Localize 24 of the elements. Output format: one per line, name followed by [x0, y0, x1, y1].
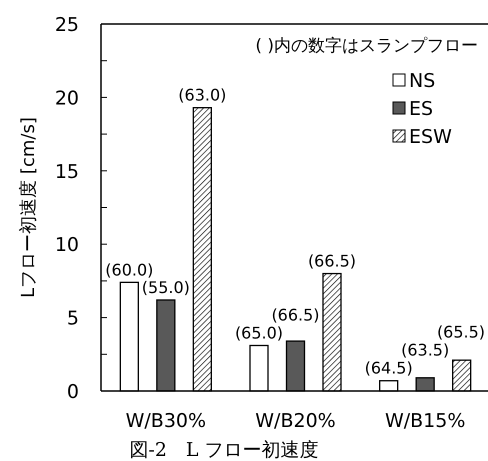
annotation: (63.5)	[401, 340, 450, 360]
y-tick-label: 25	[54, 14, 79, 36]
annotation: (66.5)	[308, 252, 356, 271]
y-axis-title: Lフロー初速度 [cm/s]	[18, 117, 39, 298]
x-tick-label: W/B20%	[255, 410, 336, 432]
text: 図-2 L フロー初速度	[129, 439, 319, 461]
y-tick-label: 10	[54, 234, 79, 256]
annotation: (64.5)	[364, 358, 413, 378]
annotation: ( )内の数字はスランプフロー	[255, 36, 478, 56]
annotation: (63.0)	[178, 86, 226, 105]
annotation: (60.0)	[105, 260, 154, 280]
annotation: (65.5)	[436, 322, 486, 342]
y-tick-label: 15	[54, 160, 79, 183]
annotation: (66.5)	[271, 305, 320, 324]
legend-label: ESW	[409, 126, 452, 148]
x-tick-label: W/B30%	[126, 410, 206, 432]
legend-label: ES	[409, 98, 434, 120]
y-tick-label: 20	[54, 87, 79, 110]
legend-label: NS	[409, 70, 436, 92]
y-tick-label: 5	[66, 308, 79, 330]
annotation: (65.0)	[234, 323, 284, 342]
annotation: (55.0)	[142, 278, 190, 297]
x-tick-label: W/B15%	[384, 410, 466, 432]
y-tick-label: 0	[66, 381, 79, 403]
